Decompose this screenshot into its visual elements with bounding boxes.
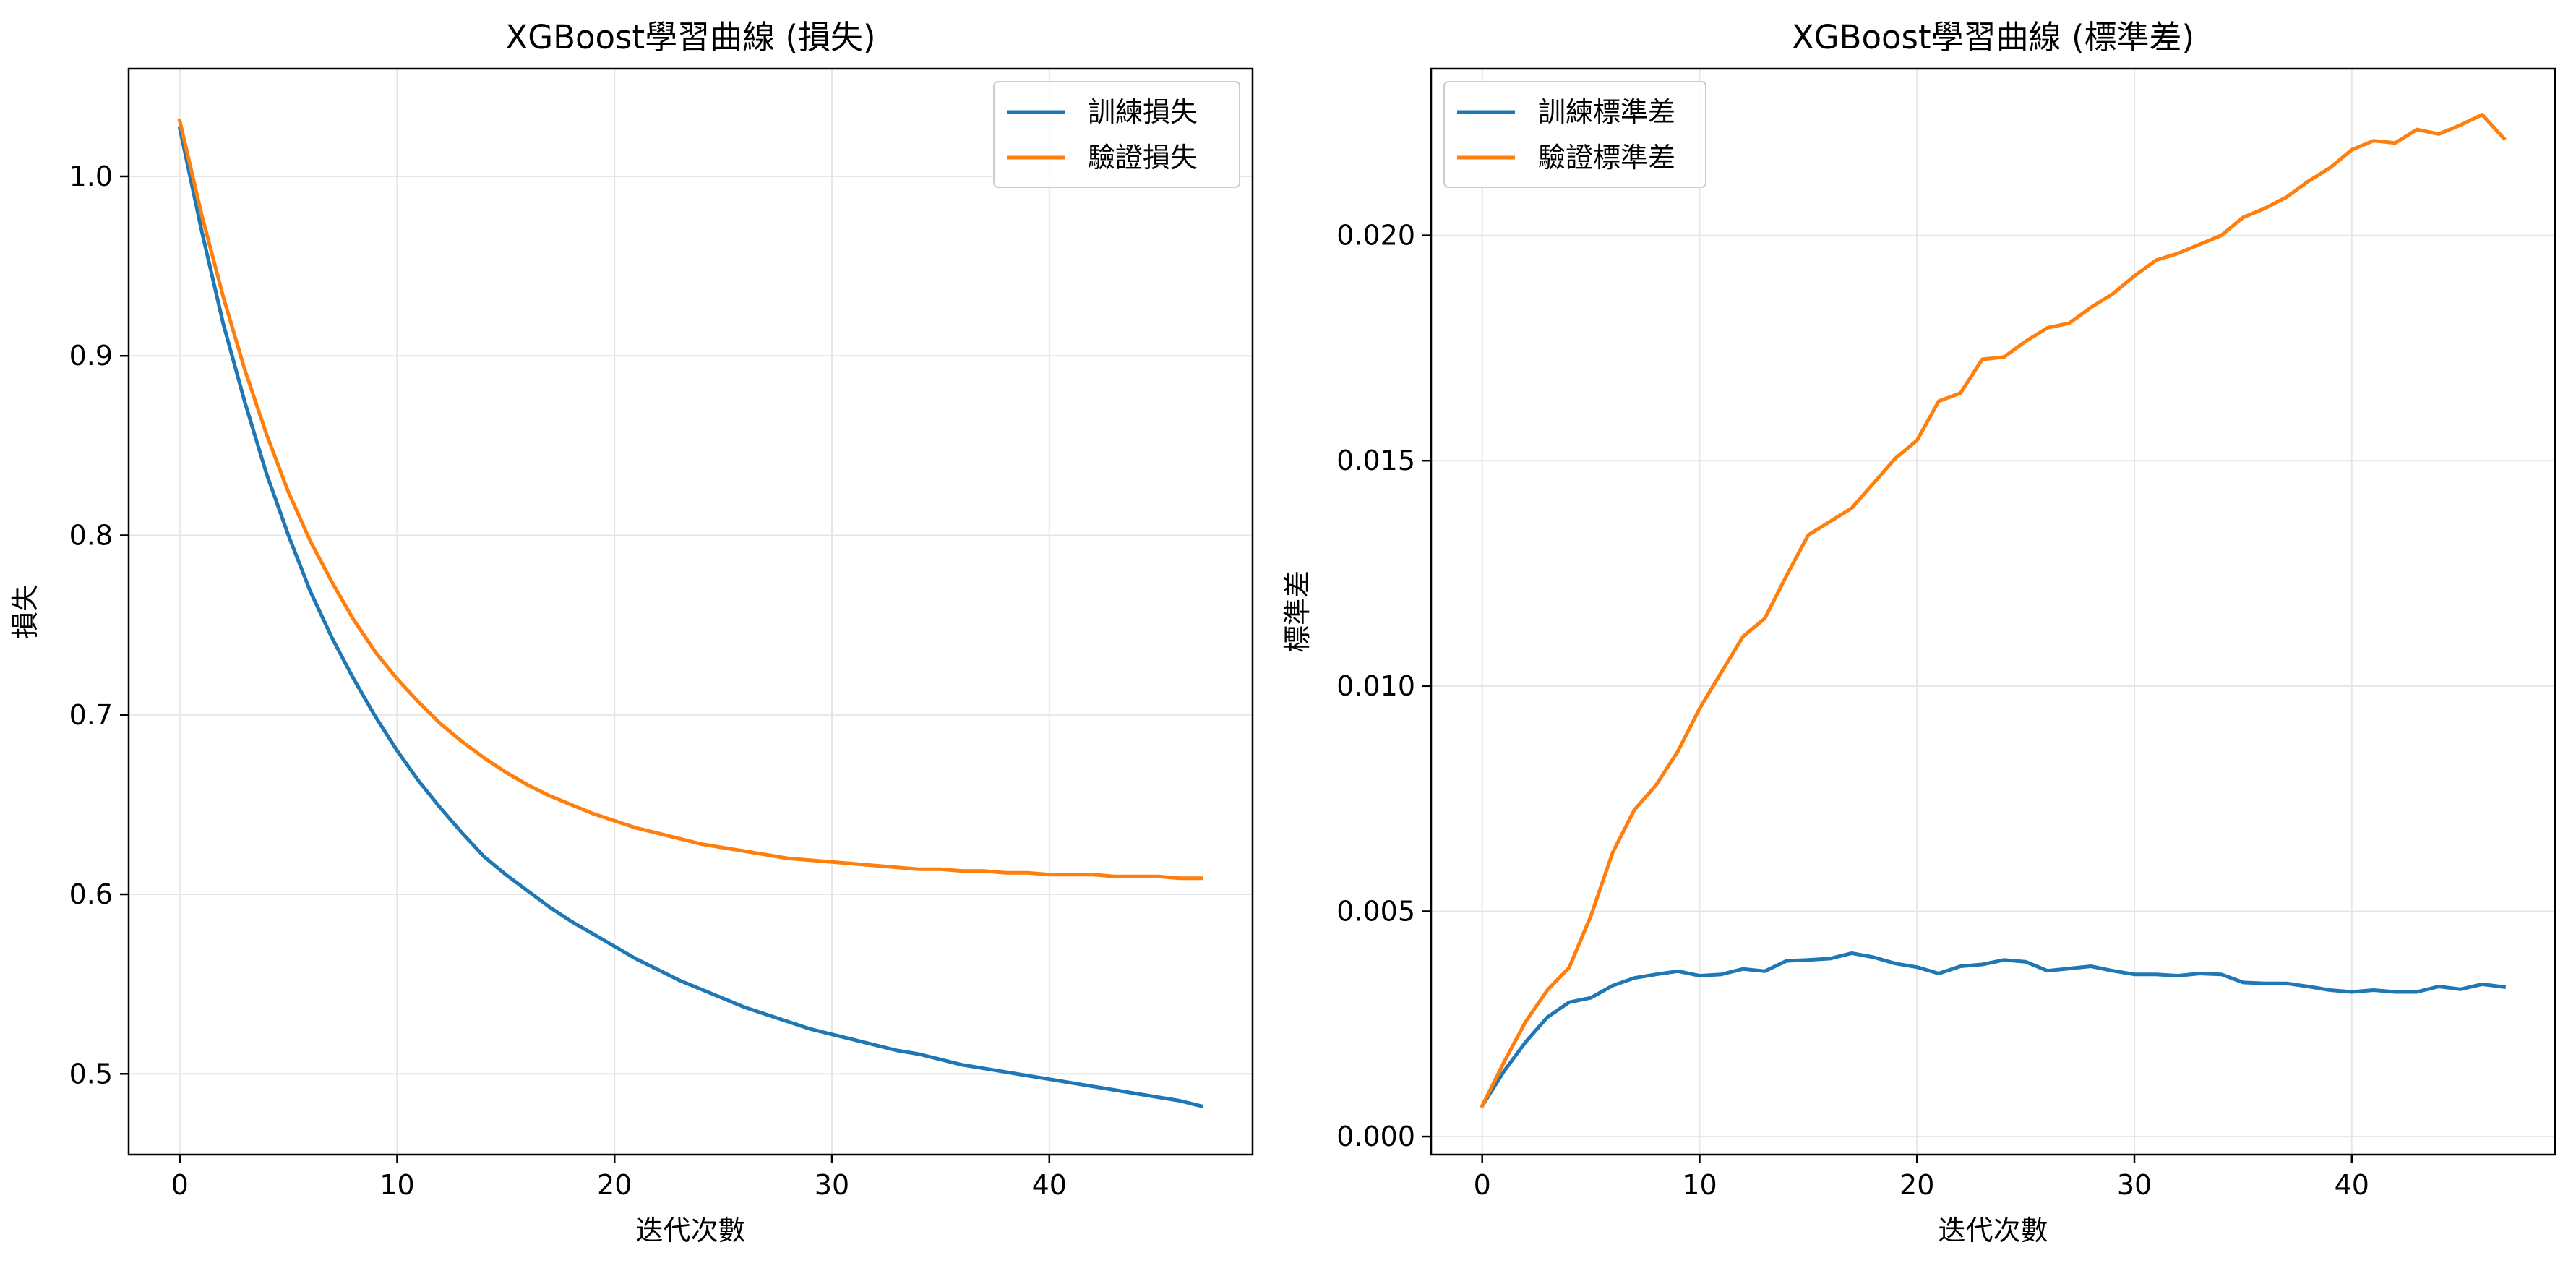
y-tick-label: 0.010 <box>1336 670 1415 702</box>
legend-label: 訓練損失 <box>1088 96 1198 128</box>
legend-label: 驗證損失 <box>1088 142 1198 174</box>
x-tick-label: 20 <box>1899 1169 1934 1201</box>
x-tick-label: 30 <box>815 1169 849 1201</box>
legend-label: 訓練標準差 <box>1538 96 1675 128</box>
series-line-validation <box>1480 113 2507 1109</box>
loss-chart: 0 10 20 30 40 0.5 0.6 0.7 0.8 0.9 1.0 XGBoost學習曲線 (… <box>9 18 1254 1246</box>
y-tick-label: 0.6 <box>69 878 113 910</box>
std-chart: 0 10 20 30 40 0.000 0.005 0.010 0.015 0.020 XGBoos… <box>1281 18 2556 1246</box>
legend-label: 驗證標準差 <box>1538 142 1675 174</box>
y-tick-label: 0.7 <box>69 699 113 731</box>
series-line-train <box>1480 951 2507 1109</box>
chart-title: XGBoost學習曲線 (標準差) <box>1792 18 2194 56</box>
y-tick-label: 0.015 <box>1336 445 1415 476</box>
series-line-validation <box>177 118 1203 881</box>
x-tick-label: 0 <box>1474 1169 1491 1201</box>
chart-title: XGBoost學習曲線 (損失) <box>505 18 875 56</box>
plot-frame <box>127 67 1254 1156</box>
y-axis-label: 標準差 <box>1281 570 1313 653</box>
y-tick-label: 0.9 <box>69 340 113 372</box>
x-axis-label: 迭代次數 <box>635 1215 745 1246</box>
x-tick-label: 0 <box>171 1169 189 1201</box>
x-tick-label: 10 <box>1682 1169 1717 1201</box>
y-axis-label: 損失 <box>9 584 41 639</box>
y-tick-label: 1.0 <box>69 161 113 192</box>
y-tick-label: 0.000 <box>1336 1121 1415 1152</box>
series-line-train <box>177 125 1204 1109</box>
y-tick-label: 0.005 <box>1336 895 1415 927</box>
x-axis-label: 迭代次數 <box>1938 1215 2048 1246</box>
y-tick-label: 0.8 <box>69 519 113 551</box>
x-tick-label: 40 <box>1032 1169 1067 1201</box>
x-tick-label: 30 <box>2117 1169 2152 1201</box>
legend-box <box>1443 81 1706 188</box>
y-tick-label: 0.020 <box>1336 220 1415 252</box>
x-tick-label: 20 <box>597 1169 632 1201</box>
y-tick-label: 0.5 <box>69 1058 113 1090</box>
plot-frame <box>1430 67 2556 1156</box>
legend-box <box>993 81 1240 188</box>
x-tick-label: 40 <box>2335 1169 2369 1201</box>
x-tick-label: 10 <box>379 1169 414 1201</box>
